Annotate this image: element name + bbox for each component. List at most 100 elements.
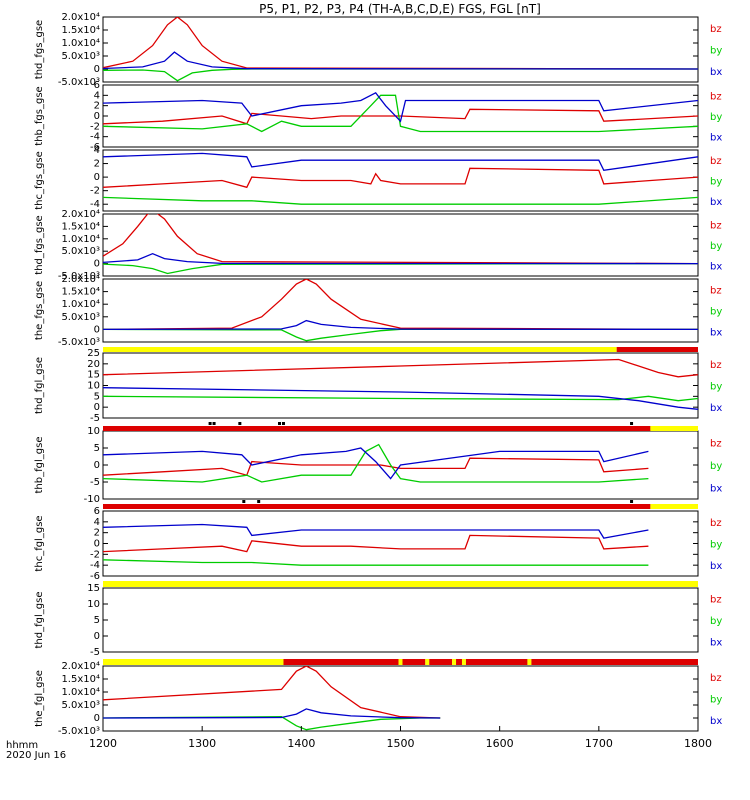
y-tick-label: 5.0x10³: [61, 700, 100, 711]
series-bz-line: [103, 279, 698, 331]
y-tick-label: 2.0x10⁴: [61, 12, 100, 23]
y-tick-label: -4: [90, 199, 100, 210]
y-tick-label: 1.0x10⁴: [61, 299, 100, 310]
status-segment: [103, 581, 698, 587]
series-bz-line: [103, 534, 649, 553]
y-axis-label: the_fgs_gse: [34, 281, 45, 340]
y-axis-label: thc_fgl_gse: [34, 515, 45, 571]
y-tick-label: 1.5x10⁴: [61, 287, 100, 298]
status-segment: [283, 659, 399, 665]
series-by-line: [103, 94, 698, 133]
status-bar-4: [103, 581, 698, 587]
y-tick-label: 0: [94, 539, 100, 550]
status-segment: [103, 659, 284, 665]
series-by-line: [103, 559, 649, 566]
series-by-line: [103, 196, 698, 205]
legend-bz: bz: [710, 673, 722, 684]
series-bx-line: [103, 523, 649, 539]
y-axis-label: the_fgl_gse: [34, 670, 45, 727]
y-axis-label: thd_fgl_gse: [34, 592, 45, 649]
legend-bz: bz: [710, 595, 722, 606]
y-tick-label: 2: [94, 101, 100, 112]
y-axis-label: thd_fgs_gse: [34, 20, 45, 79]
y-tick-label: 5.0x10³: [61, 246, 100, 257]
y-tick-label: 4: [94, 517, 100, 528]
legend-by: by: [710, 461, 722, 472]
time-axis-label: hhmm: [6, 740, 38, 751]
status-segment: [103, 347, 617, 352]
legend-by: by: [710, 382, 722, 393]
y-tick-label: 5: [94, 443, 100, 454]
series-bz-line: [103, 17, 698, 70]
y-tick-label: 0: [94, 111, 100, 122]
series-bz-line: [103, 214, 698, 265]
status-segment: [103, 426, 651, 431]
y-axis-label: thd_fgl_gse: [34, 357, 45, 414]
legend-bz: bz: [710, 24, 722, 35]
series-bx-line: [103, 447, 649, 480]
status-bar-5: [103, 659, 698, 665]
series-bx-line: [103, 152, 698, 172]
y-tick-label: -5: [90, 477, 100, 488]
y-tick-label: 2: [94, 528, 100, 539]
series-bz-line: [103, 666, 441, 719]
legend-bx: bx: [710, 133, 722, 144]
panel-frame: [102, 352, 699, 419]
y-tick-label: 1.0x10⁴: [61, 38, 100, 49]
x-tick-label: 1200: [89, 737, 117, 750]
panel-1: 2.0x10⁴ 1.5x10⁴ 1.0x10⁴ 5.0x10³ 0 -5.0x10³ thd…: [34, 12, 722, 88]
legend-bx: bx: [710, 262, 722, 273]
series-bx-line: [103, 51, 698, 70]
status-tick: [208, 422, 212, 425]
legend-bz: bz: [710, 286, 722, 297]
y-tick-label: 6: [94, 506, 100, 517]
legend-bx: bx: [710, 561, 722, 572]
y-tick-label: -2: [90, 549, 100, 560]
series-by-line: [103, 443, 649, 483]
y-tick-label: 5: [94, 615, 100, 626]
status-segment: [402, 659, 426, 665]
status-segment: [398, 659, 403, 665]
panel-frame: [102, 587, 699, 653]
y-tick-label: 25: [87, 348, 100, 359]
series-bx-line: [103, 387, 698, 410]
status-tick: [212, 422, 216, 425]
series-bx-line: [103, 91, 698, 123]
status-segment: [465, 659, 528, 665]
status-segment: [429, 659, 453, 665]
panel-frame: [102, 510, 699, 577]
legend-bx: bx: [710, 637, 722, 648]
y-tick-label: -5.0x10³: [58, 77, 100, 88]
y-tick-label: 5.0x10³: [61, 312, 100, 323]
y-tick-label: 2.0x10⁴: [61, 274, 100, 285]
status-tick: [281, 422, 285, 425]
legend-by: by: [710, 695, 722, 706]
legend-bz: bz: [710, 438, 722, 449]
y-tick-label: -4: [90, 132, 100, 143]
series-by-line: [103, 328, 698, 342]
y-tick-label: -5.0x10³: [58, 271, 100, 282]
y-axis-label: thb_fgs_gse: [34, 86, 45, 145]
status-tick: [630, 422, 634, 425]
legend-bx: bx: [710, 403, 722, 414]
legend-by: by: [710, 177, 722, 188]
panel-frame: [102, 665, 699, 732]
y-tick-label: -4: [90, 560, 100, 571]
legend-bz: bz: [710, 360, 722, 371]
series-bz-line: [103, 457, 649, 476]
y-tick-label: 2.0x10⁴: [61, 209, 100, 220]
status-tick: [630, 500, 634, 503]
y-tick-label: 1.0x10⁴: [61, 234, 100, 245]
legend-by: by: [710, 307, 722, 318]
y-axis-label: thd_fgs_gse: [34, 215, 45, 274]
plot-title: P5, P1, P2, P3, P4 (TH-A,B,C,D,E) FGS, F…: [259, 2, 541, 16]
legend-by: by: [710, 616, 722, 627]
status-segment: [461, 659, 466, 665]
y-tick-label: 0: [94, 631, 100, 642]
legend-bx: bx: [710, 67, 722, 78]
date-label: 2020 Jun 16: [6, 750, 66, 761]
y-tick-label: -6: [90, 142, 100, 153]
